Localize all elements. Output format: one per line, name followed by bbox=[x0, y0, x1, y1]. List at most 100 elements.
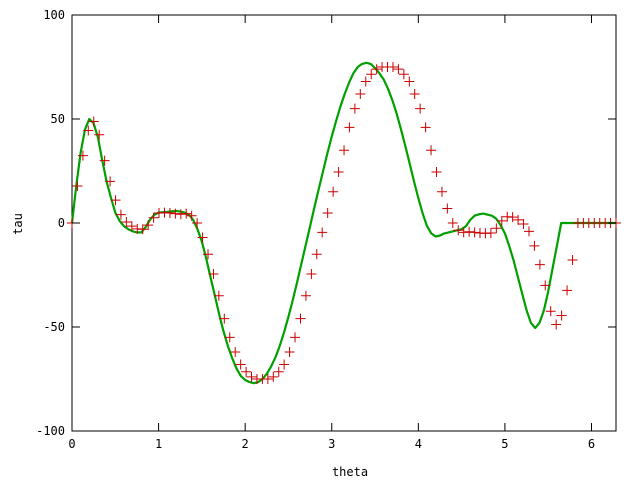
data-point bbox=[170, 208, 181, 219]
data-point bbox=[420, 122, 431, 133]
data-point bbox=[230, 346, 241, 357]
data-point bbox=[355, 89, 366, 100]
data-point bbox=[409, 89, 420, 100]
data-point bbox=[507, 212, 518, 223]
y-tick-label: 0 bbox=[58, 216, 65, 230]
data-point bbox=[453, 225, 464, 236]
data-point bbox=[77, 150, 88, 161]
data-point bbox=[99, 155, 110, 166]
data-point bbox=[235, 359, 246, 370]
data-point bbox=[317, 227, 328, 238]
data-point bbox=[436, 186, 447, 197]
x-tick-label: 6 bbox=[588, 437, 595, 451]
plot-frame bbox=[71, 14, 617, 432]
data-point bbox=[311, 249, 322, 260]
data-point bbox=[523, 226, 534, 237]
x-tick-label: 1 bbox=[155, 437, 162, 451]
data-point bbox=[415, 103, 426, 114]
data-point bbox=[197, 232, 208, 243]
data-point bbox=[143, 220, 154, 231]
x-tick-label: 0 bbox=[68, 437, 75, 451]
data-point bbox=[164, 208, 175, 219]
data-point bbox=[485, 227, 496, 238]
series-line bbox=[70, 61, 616, 385]
data-point bbox=[431, 167, 442, 178]
x-tick-label: 4 bbox=[415, 437, 422, 451]
data-point bbox=[110, 195, 121, 206]
data-point bbox=[447, 218, 458, 228]
data-point bbox=[556, 310, 567, 321]
data-point bbox=[469, 227, 480, 238]
y-tick-label: -100 bbox=[36, 424, 65, 438]
data-point bbox=[192, 218, 203, 228]
data-point bbox=[121, 216, 132, 227]
data-point bbox=[513, 214, 524, 225]
data-point bbox=[262, 374, 273, 384]
data-point bbox=[105, 176, 116, 187]
data-point bbox=[545, 306, 556, 317]
data-point bbox=[551, 319, 562, 330]
data-point bbox=[219, 313, 230, 324]
data-point bbox=[458, 227, 469, 238]
data-point bbox=[404, 76, 415, 87]
x-tick-label: 5 bbox=[501, 437, 508, 451]
x-axis-label: theta bbox=[332, 465, 368, 479]
y-axis-label: tau bbox=[11, 213, 25, 235]
data-point bbox=[366, 69, 377, 80]
data-point bbox=[442, 203, 453, 214]
data-point bbox=[518, 219, 529, 230]
data-point bbox=[344, 122, 355, 133]
data-point bbox=[491, 223, 502, 234]
data-point bbox=[241, 366, 252, 377]
y-tick-label: 100 bbox=[43, 8, 65, 22]
data-point bbox=[88, 116, 99, 127]
data-point bbox=[496, 215, 507, 226]
data-point bbox=[148, 212, 159, 223]
data-point bbox=[534, 259, 545, 270]
data-point bbox=[279, 359, 290, 370]
data-point bbox=[175, 209, 186, 220]
data-point bbox=[398, 69, 409, 80]
data-point bbox=[268, 371, 279, 382]
data-point bbox=[83, 125, 94, 136]
y-tick-label: 50 bbox=[51, 112, 65, 126]
data-point bbox=[328, 186, 339, 197]
data-point bbox=[224, 332, 235, 343]
x-tick-label: 2 bbox=[242, 437, 249, 451]
data-point bbox=[203, 249, 214, 260]
data-point bbox=[339, 145, 350, 156]
data-point bbox=[371, 64, 382, 75]
data-point bbox=[426, 145, 437, 156]
data-point bbox=[562, 285, 573, 296]
data-point bbox=[115, 209, 126, 220]
data-point bbox=[181, 208, 192, 219]
data-point bbox=[529, 240, 540, 251]
data-point bbox=[387, 62, 398, 72]
data-point bbox=[464, 226, 475, 237]
data-point bbox=[360, 76, 371, 87]
data-point bbox=[284, 346, 295, 357]
data-point bbox=[393, 64, 404, 75]
data-point bbox=[540, 280, 551, 291]
data-point bbox=[213, 290, 224, 301]
data-point bbox=[246, 371, 257, 382]
data-point bbox=[306, 268, 317, 279]
data-point bbox=[208, 268, 219, 279]
data-point bbox=[333, 167, 344, 178]
data-point bbox=[290, 332, 301, 343]
data-point bbox=[300, 290, 311, 301]
marker-series bbox=[67, 62, 621, 384]
data-point bbox=[186, 210, 197, 221]
y-tick-label: -50 bbox=[43, 320, 65, 334]
data-point bbox=[72, 180, 83, 191]
data-point bbox=[273, 366, 284, 377]
data-point bbox=[126, 221, 137, 232]
data-point bbox=[137, 224, 148, 235]
data-point bbox=[94, 129, 105, 140]
x-tick-label: 3 bbox=[328, 437, 335, 451]
data-point bbox=[322, 208, 333, 219]
data-point bbox=[295, 313, 306, 324]
data-point bbox=[349, 103, 360, 114]
data-point bbox=[567, 255, 578, 266]
